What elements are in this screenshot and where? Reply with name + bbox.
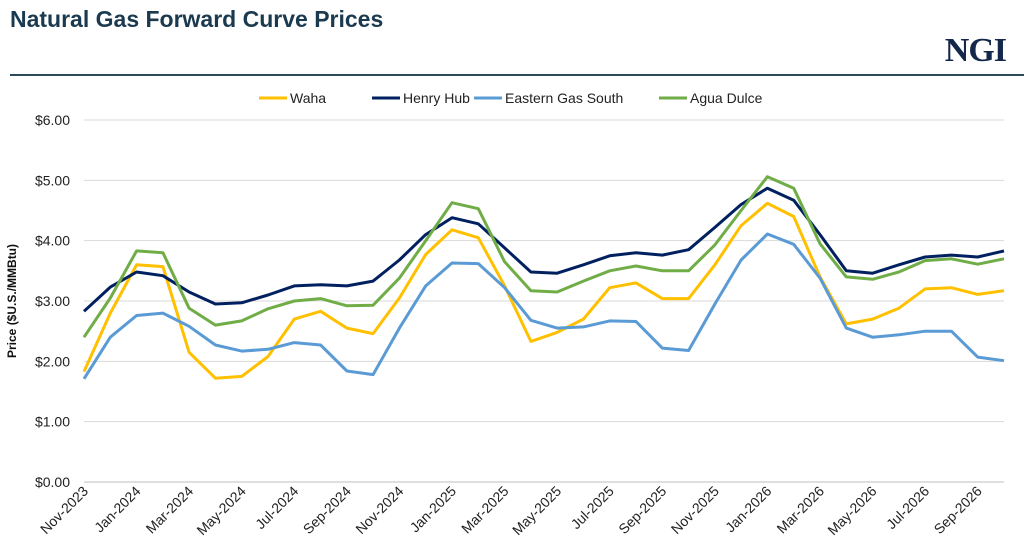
x-tick-label: Mar-2024 bbox=[143, 483, 197, 537]
legend-label: Henry Hub bbox=[403, 90, 470, 106]
x-tick-label: Nov-2023 bbox=[37, 483, 91, 537]
x-tick-label: Jul-2024 bbox=[252, 483, 301, 532]
y-axis-label: Price ($U.S./MMBtu) bbox=[5, 244, 19, 358]
legend-label: Eastern Gas South bbox=[505, 90, 623, 106]
ngi-logo: NGI bbox=[944, 32, 1007, 69]
x-tick-label: Nov-2025 bbox=[668, 483, 722, 537]
x-tick-label: Mar-2026 bbox=[773, 483, 827, 537]
series-line-henry-hub bbox=[82, 186, 1005, 313]
x-tick-label: May-2024 bbox=[193, 483, 248, 538]
y-tick-label: $5.00 bbox=[35, 172, 70, 188]
y-tick-label: $4.00 bbox=[35, 233, 70, 249]
y-tick-label: $2.00 bbox=[35, 353, 70, 369]
x-tick-label: May-2026 bbox=[824, 483, 879, 538]
legend: Waha Henry Hub Eastern Gas South Agua Dulce bbox=[259, 90, 763, 106]
x-tick-label: Jan-2024 bbox=[91, 483, 144, 536]
x-tick-label: Mar-2025 bbox=[458, 483, 512, 537]
y-tick-label: $0.00 bbox=[35, 474, 70, 490]
x-tick-label: Sep-2024 bbox=[300, 483, 354, 537]
header-divider bbox=[10, 74, 1024, 76]
page-title: Natural Gas Forward Curve Prices bbox=[10, 6, 384, 32]
y-tick-label: $6.00 bbox=[35, 112, 70, 128]
y-tick-label: $1.00 bbox=[35, 414, 70, 430]
y-tick-label: $3.00 bbox=[35, 293, 70, 309]
y-axis-ticks: $0.00 $1.00 $2.00 $3.00 $4.00 $5.00 $6.00 bbox=[35, 112, 70, 490]
x-tick-label: Sep-2025 bbox=[615, 483, 669, 537]
legend-label: Agua Dulce bbox=[690, 90, 763, 106]
gridlines bbox=[84, 119, 1004, 483]
x-tick-label: Jan-2026 bbox=[722, 483, 775, 536]
series-line-waha bbox=[82, 201, 1005, 380]
series-line-eastern-gas-south bbox=[82, 232, 1005, 380]
x-tick-label: May-2025 bbox=[509, 483, 564, 538]
x-tick-label: Jul-2026 bbox=[883, 483, 932, 532]
legend-label: Waha bbox=[290, 90, 326, 106]
series-line-agua-dulce bbox=[82, 175, 1005, 339]
x-tick-label: Nov-2024 bbox=[352, 483, 406, 537]
x-tick-label: Jul-2025 bbox=[568, 483, 617, 532]
x-tick-label: Sep-2026 bbox=[931, 483, 985, 537]
x-tick-label: Jan-2025 bbox=[407, 483, 460, 536]
series-lines bbox=[82, 175, 1005, 380]
